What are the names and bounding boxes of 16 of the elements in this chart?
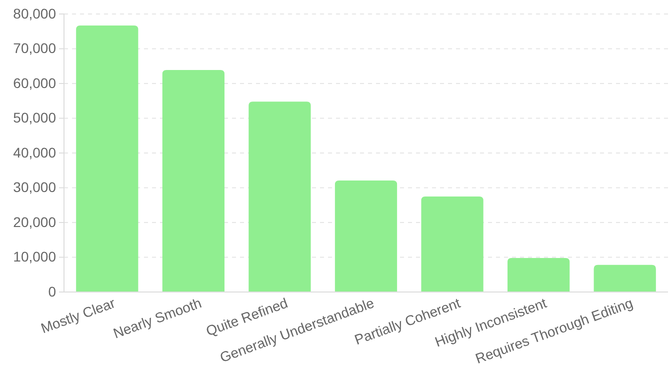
y-tick-label: 60,000 [13, 74, 56, 91]
y-tick-label: 0 [48, 283, 56, 300]
bar [248, 102, 311, 292]
bar [76, 25, 138, 292]
y-tick-label: 30,000 [13, 179, 56, 196]
y-tick-label: 70,000 [13, 40, 56, 56]
bar [421, 196, 484, 292]
y-tick-label: 20,000 [13, 214, 56, 230]
bar [162, 70, 224, 292]
bar [508, 258, 570, 292]
bar [334, 180, 398, 292]
y-tick-label: 50,000 [13, 110, 56, 126]
y-tick-label: 40,000 [13, 144, 56, 160]
bar [594, 264, 656, 292]
y-tick-label: 10,000 [13, 248, 56, 265]
y-tick-label: 80,000 [13, 5, 56, 22]
